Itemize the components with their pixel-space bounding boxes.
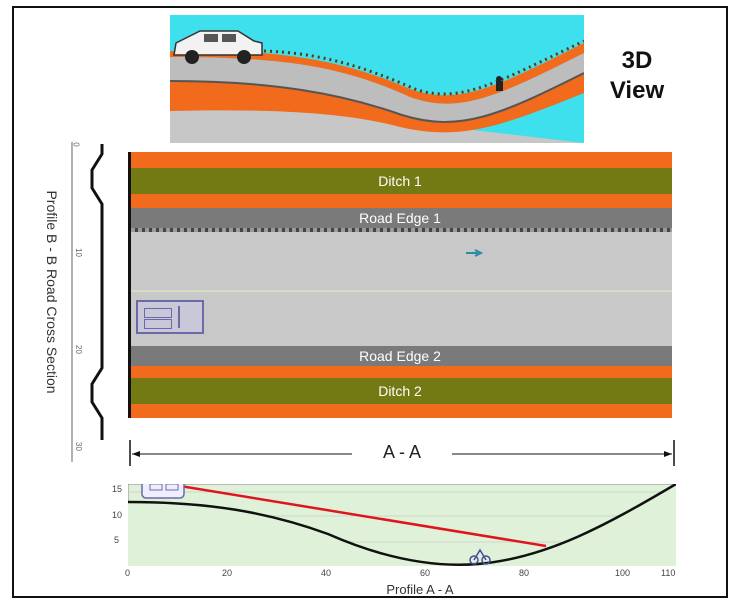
motorcycle-icon [496,76,503,91]
ditch2-label: Ditch 2 [378,383,422,399]
profile-a-ytick-5: 5 [114,535,120,545]
view3d-title-line1: 3D [621,47,653,74]
dimension-aa-label: A - A [352,442,452,463]
profile-a-xtick-40: 40 [321,568,332,578]
view3d-title-line2: View [609,77,665,104]
arrow-marker-icon [466,249,484,257]
car-icon [141,484,185,499]
profile-b-tick-0: 0 [71,142,81,147]
view3d-title: 3D View [592,46,682,106]
motorcycle-icon [469,548,491,565]
profile-a-xticks: 0 20 40 60 80 100 110 [125,568,688,580]
profile-a-xtick-110: 110 [661,568,676,578]
profile-b-tick-10: 10 [73,248,83,257]
road-edge2-label: Road Edge 2 [359,348,441,364]
profile-a-label: Profile A - A [386,582,454,597]
profile-a-xtick-100: 100 [615,568,631,578]
profile-a-xtick-0: 0 [125,568,131,578]
profile-a-plot: 15 10 5 [112,484,676,566]
view3d-illustration [170,15,584,143]
profile-a-ytick-15: 15 [112,484,123,494]
profile-a-xtick-20: 20 [222,568,233,578]
dimension-aa: A - A [128,440,676,470]
road-edge1-label: Road Edge 1 [359,210,441,226]
profile-b-label: Profile B - B Road Cross Section [44,190,60,394]
profile-b-section: 0 10 20 30 [62,140,112,465]
plan-view: Ditch 1 Road Edge 1 Road Edge 2 Ditch 2 [128,152,672,418]
profile-a-ytick-10: 10 [112,510,123,520]
car-icon [173,30,263,64]
profile-b-tick-20: 20 [73,345,83,354]
ditch1-label: Ditch 1 [378,173,422,189]
profile-b-tick-30: 30 [73,442,83,451]
profile-a-xtick-80: 80 [519,568,530,578]
profile-a-xtick-60: 60 [420,568,431,578]
car-icon [136,300,204,334]
